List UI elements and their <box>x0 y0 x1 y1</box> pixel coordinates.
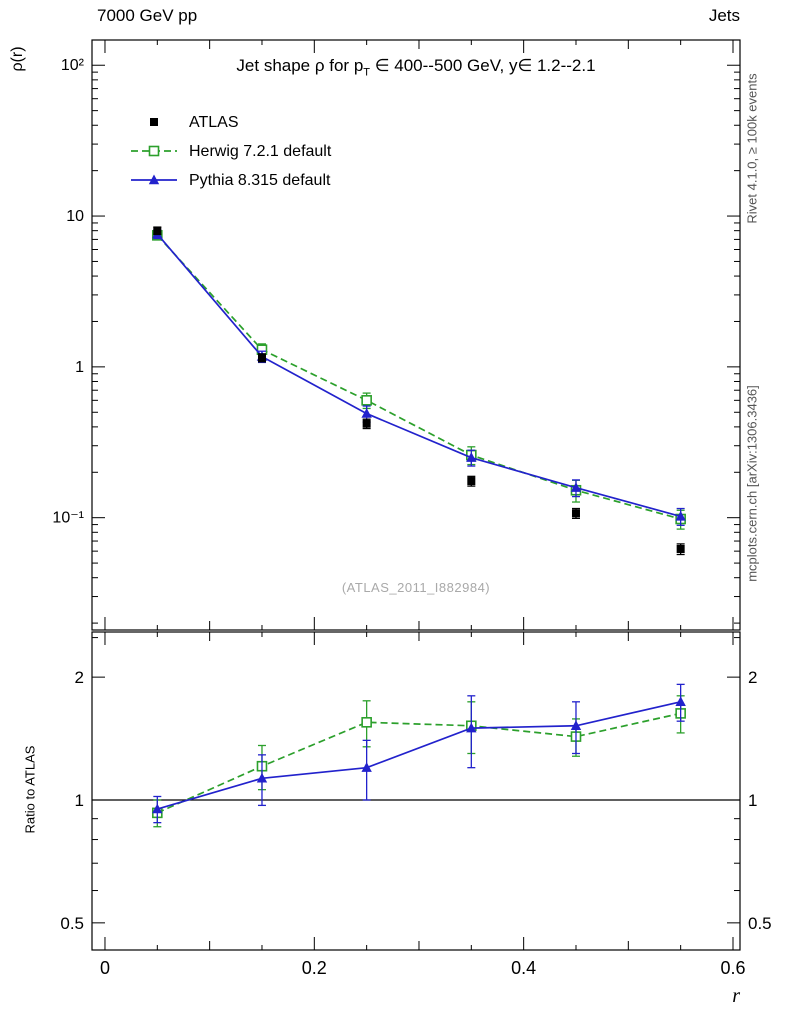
data-point-marker <box>467 477 476 486</box>
xtick-label: 0.6 <box>720 958 745 978</box>
analysis-id-watermark: (ATLAS_2011_I882984) <box>341 580 491 595</box>
series-herwig-main <box>152 230 686 530</box>
legend: ATLAS Herwig 7.2.1 default Pythia 8.315 de… <box>131 114 332 189</box>
ratio-panel-frame <box>91 631 741 951</box>
data-point-marker <box>152 803 163 814</box>
main-panel-frame <box>91 39 741 631</box>
data-point-marker <box>362 419 371 428</box>
ratio-ytick-label-left: 0.5 <box>60 914 84 933</box>
series-atlas-main <box>153 226 685 556</box>
xtick-label: 0.4 <box>511 958 536 978</box>
legend-label: ATLAS <box>189 114 239 131</box>
series-pythia-ratio <box>152 683 686 824</box>
data-point-marker <box>571 509 580 518</box>
title-prefix: Jet shape ρ for p <box>236 56 364 75</box>
data-point-marker <box>570 720 582 730</box>
title-suffix: ∈ 400--500 GeV, y∈ 1.2--2.1 <box>370 56 596 75</box>
data-point-marker <box>361 717 372 728</box>
legend-label: Pythia 8.315 default <box>189 172 331 189</box>
data-point-marker <box>466 452 477 462</box>
series-herwig-ratio <box>152 695 686 828</box>
data-point-marker <box>361 408 372 418</box>
data-point-marker <box>150 118 158 126</box>
data-point-marker <box>466 722 477 733</box>
ytick-label: 10² <box>61 57 85 74</box>
data-point-marker <box>256 772 268 783</box>
data-point-marker <box>675 696 686 707</box>
plot-title: Jet shape ρ for pT ∈ 400--500 GeV, y∈ 1.… <box>92 56 740 78</box>
ytick-label: 1 <box>75 359 84 376</box>
data-point-marker <box>570 482 582 492</box>
data-point-marker <box>148 174 160 185</box>
xtick-label: 0.2 <box>302 958 327 978</box>
series-line <box>156 712 681 814</box>
legend-label: Herwig 7.2.1 default <box>189 143 332 160</box>
x-axis-title: r <box>732 985 740 1007</box>
data-point-marker <box>148 145 160 157</box>
ytick-label: 10 <box>66 208 84 225</box>
data-point-marker <box>676 544 685 553</box>
xtick-label: 0 <box>100 958 110 978</box>
series-line <box>156 233 681 518</box>
data-point-marker <box>361 762 372 772</box>
beam-energy-label: 7000 GeV pp <box>97 6 198 25</box>
ratio-ytick-label-left: 1 <box>75 791 84 810</box>
ratio-ytick-label-right: 1 <box>748 791 757 810</box>
series-pythia-main <box>152 228 686 526</box>
ratio-ytick-label-right: 2 <box>748 668 757 687</box>
axes: 10² 10 1 10⁻¹ 2 2 1 1 0.5 0.5 0 0.2 0.4 0.6 <box>52 39 772 978</box>
series-line <box>157 700 681 810</box>
data-point-marker <box>361 395 372 406</box>
ytick-label: 10⁻¹ <box>52 510 84 527</box>
ratio-ytick-label-left: 2 <box>75 668 84 687</box>
series-line <box>156 234 681 520</box>
ratio-ytick-label-right: 0.5 <box>748 914 772 933</box>
title-subscript: T <box>363 66 371 79</box>
analysis-type-label: Jets <box>708 6 740 25</box>
data-point-marker <box>153 226 162 235</box>
data-point-marker <box>257 353 266 362</box>
data-point-marker <box>675 510 686 521</box>
